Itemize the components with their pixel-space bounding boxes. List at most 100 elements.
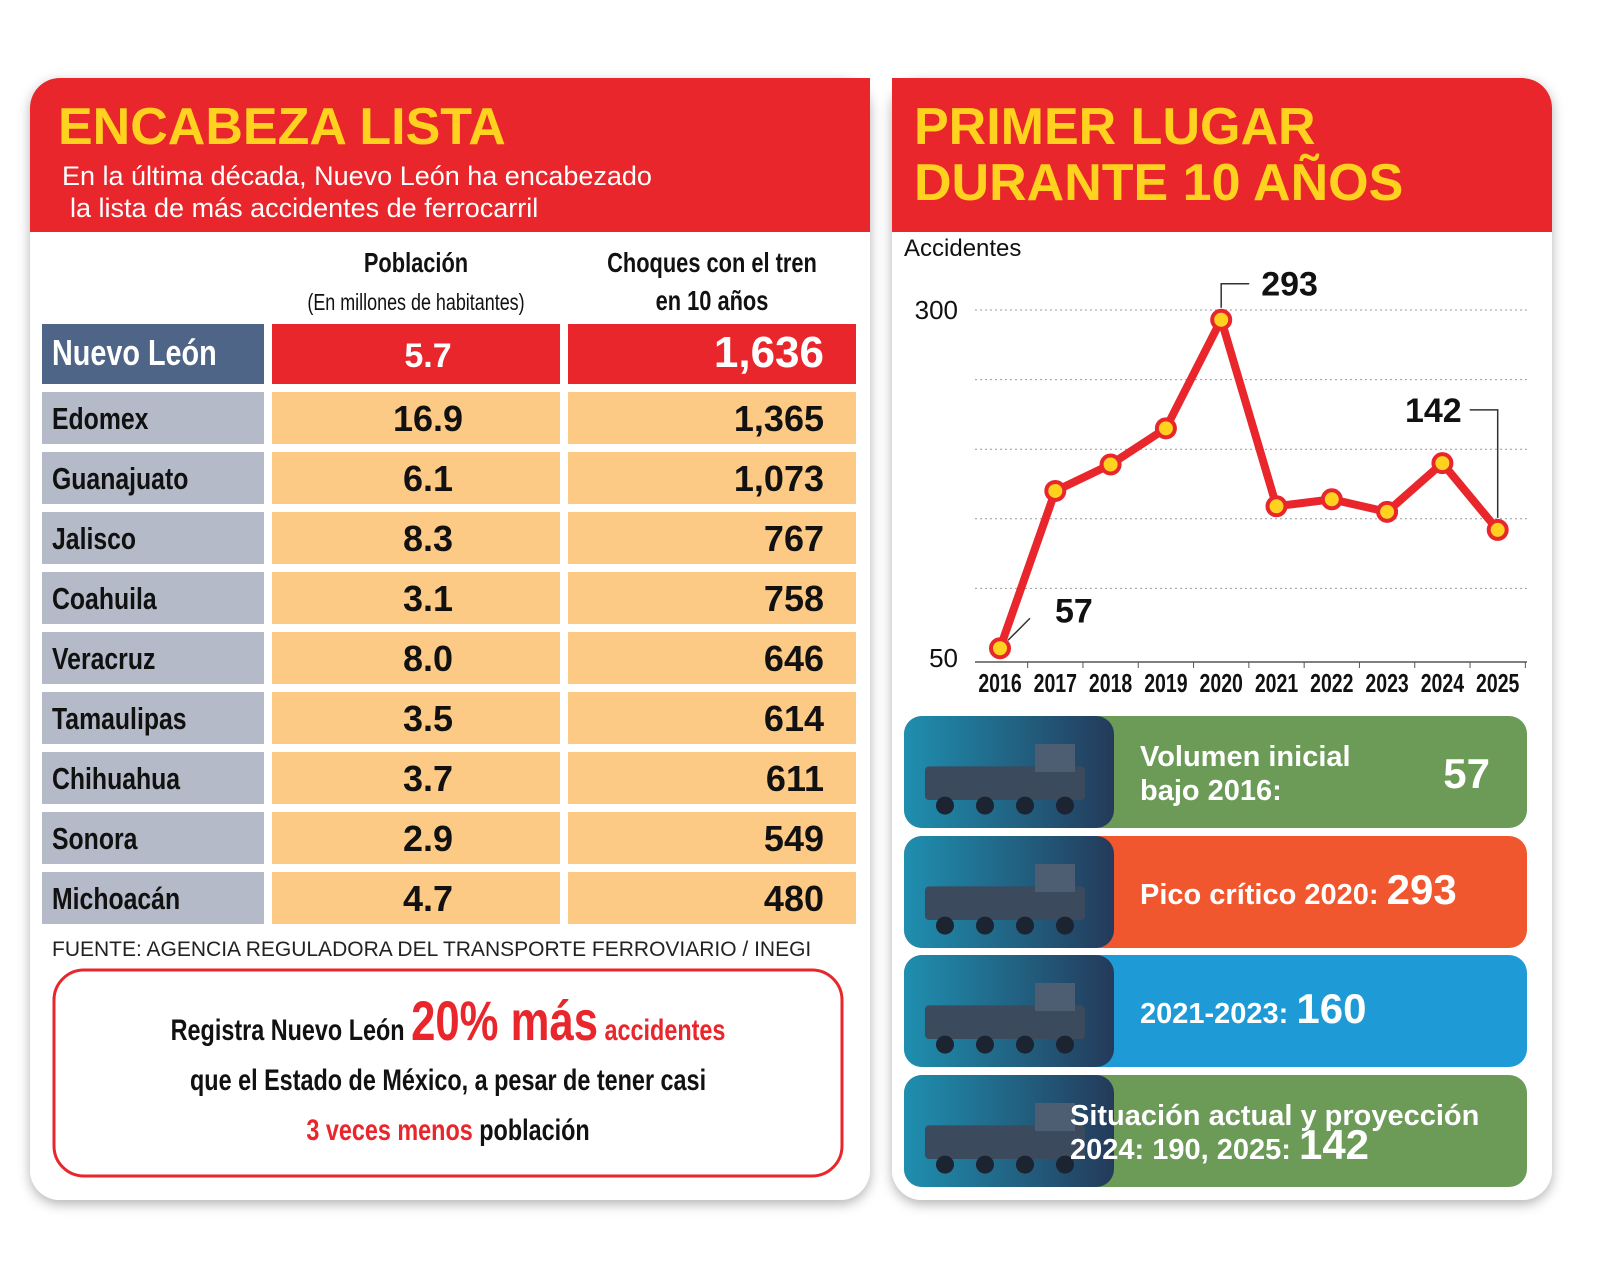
card-value: 142 [1299,1121,1369,1168]
card-line: Situación actual y proyección [1070,1100,1479,1132]
card-line: bajo 2016: [1140,775,1282,807]
cell-value: 646 [764,638,824,679]
cell [272,392,560,444]
cell-value: 4.7 [403,878,453,919]
train-wheel [1016,1035,1034,1054]
right-title: PRIMER LUGAR [914,98,1316,156]
cell-value: 1,636 [714,328,824,377]
right-header [892,78,1552,232]
row-label-cell [42,324,264,384]
point [1320,488,1343,511]
cell [272,452,560,504]
card-text: Volumen inicial [1140,741,1351,773]
cell-value: 3.7 [403,758,453,799]
train-cab [1035,864,1075,892]
cell-value: 480 [764,878,824,919]
x-tick-label: 2016 [978,668,1021,697]
row-label-cell [42,452,264,504]
note-text: que el Estado de México, a pesar de tene… [190,1063,706,1096]
cell [568,632,856,684]
leader-line [1469,409,1499,518]
right-title: DURANTE 10 AÑOS [914,153,1403,212]
note-box [52,968,844,1178]
cell [272,872,560,924]
cell-value: 8.0 [403,638,453,679]
card-text: bajo 2016: [1140,775,1282,807]
cell [272,572,560,624]
note-text: población [473,1113,590,1146]
cell [272,632,560,684]
train-cab [1035,744,1075,772]
cell-value: 1,365 [734,398,824,439]
x-tick-label: 2023 [1365,668,1408,697]
note-text: 3 veces menos [306,1113,472,1146]
source: FUENTE: AGENCIA REGULADORA DEL TRANSPORT… [52,938,811,961]
left-title: ENCABEZA LISTA [58,98,506,156]
train-wheel [976,796,994,815]
point [1099,453,1122,476]
row-label: Chihuahua [52,761,180,795]
cell-value: 16.9 [393,398,463,439]
point [1486,518,1509,541]
row-label: Edomex [52,401,149,435]
card-text: 2021-2023: 160 [1140,985,1366,1032]
train-wheel [1016,796,1034,815]
cell-value: 3.1 [403,578,453,619]
train-wheel [976,1155,994,1174]
column-subtitle: (En millones de habitantes) [307,290,524,316]
note-line: 3 veces menos población [306,1113,589,1146]
cell-value: 3.5 [403,698,453,739]
card-line: Volumen inicial [1140,741,1351,773]
note-line: Registra Nuevo León 20% más accidentes [171,990,726,1052]
cell [568,752,856,804]
leader-line [1220,282,1250,308]
card-text: Situación actual y proyección [1070,1100,1479,1132]
leader-line [1007,617,1031,641]
train-wheel [936,1035,954,1054]
card-line: Pico crítico 2020: [1140,879,1387,911]
train-wheel [1056,1035,1074,1054]
cell [568,572,856,624]
note-text: accidentes [598,1013,725,1046]
cell [568,872,856,924]
row-label: Michoacán [52,881,180,915]
cell [568,452,856,504]
train-wheel [1016,1155,1034,1174]
row-label-cell [42,512,264,564]
cell-value: 549 [764,818,824,859]
card-line: 2021-2023: [1140,998,1296,1030]
row-label-cell [42,692,264,744]
card-value: 160 [1296,985,1366,1032]
y-axis-label: Accidentes [904,235,1021,262]
point [1044,479,1067,502]
left-header [30,78,870,232]
row-label: Coahuila [52,581,157,615]
train-body [925,1005,1085,1039]
cell-value: 2.9 [403,818,453,859]
point [1431,452,1454,475]
data-label: 293 [1261,266,1318,304]
train-body [925,886,1085,920]
x-tick-label: 2021 [1255,668,1299,697]
x-tick-label: 2017 [1034,668,1077,697]
train-wheel [976,916,994,935]
cell [568,324,856,384]
train-wheel [936,796,954,815]
train-wheel [1016,916,1034,935]
row-label-cell [42,812,264,864]
row-label: Sonora [52,821,138,855]
cell-value: 8.3 [403,518,453,559]
point [1265,495,1288,518]
row-label: Tamaulipas [52,701,187,735]
x-tick-label: 2020 [1200,668,1243,697]
train-wheel [1056,916,1074,935]
cell-value: 1,073 [734,458,824,499]
cell [568,512,856,564]
cell-value: 6.1 [403,458,453,499]
train-cab [1035,1103,1075,1131]
cell [568,692,856,744]
card-value: 57 [1443,750,1490,797]
note-text: 20% más [411,990,598,1052]
point [1154,417,1177,440]
